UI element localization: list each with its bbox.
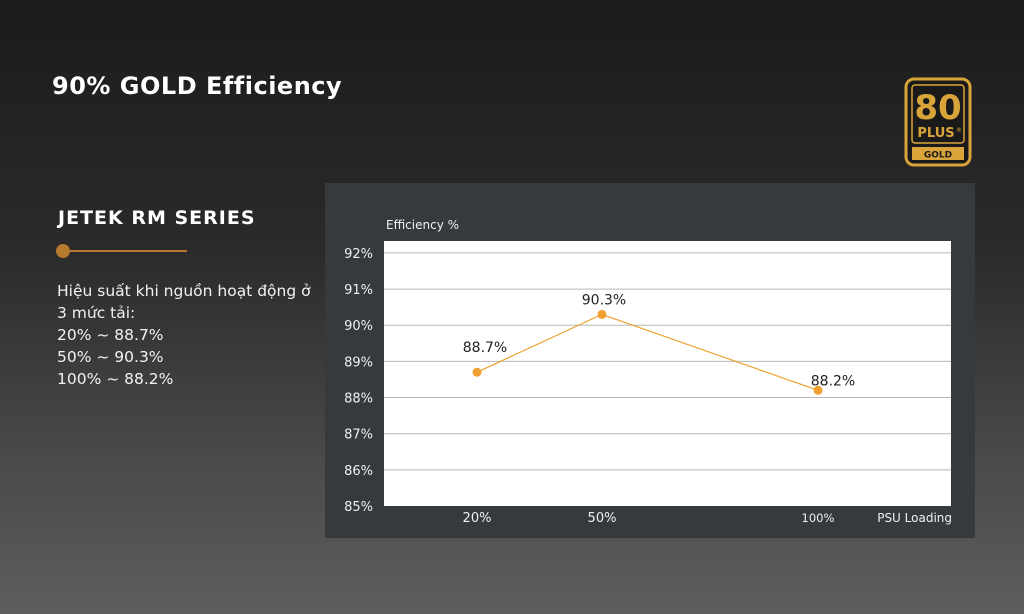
- data-point: [472, 367, 482, 377]
- desc-line: 100% ~ 88.2%: [57, 370, 174, 388]
- y-tick-label: 92%: [344, 247, 373, 262]
- badge-80-text: 80: [914, 88, 961, 128]
- x-axis-title: PSU Loading: [877, 511, 952, 525]
- x-tick-label: 20%: [463, 511, 492, 526]
- x-tick-label: 50%: [588, 511, 617, 526]
- y-tick-label: 89%: [344, 355, 373, 370]
- y-tick-label: 87%: [344, 428, 373, 443]
- desc-line: 20% ~ 88.7%: [57, 326, 164, 344]
- efficiency-description: Hiệu suất khi nguồn hoạt động ở 3 mức tả…: [57, 280, 327, 390]
- y-tick-label: 91%: [344, 283, 373, 298]
- 80-plus-gold-badge: 80 PLUS ® GOLD: [904, 77, 972, 167]
- data-point: [597, 309, 607, 319]
- y-tick-label: 86%: [344, 464, 373, 479]
- data-label: 90.3%: [582, 292, 626, 308]
- data-point: [813, 385, 823, 395]
- efficiency-chart: 85% 86% 87% 88% 89% 90% 91% 92% Efficiency % 20% 5…: [344, 218, 952, 526]
- y-tick-label: 85%: [344, 500, 373, 515]
- desc-line: 50% ~ 90.3%: [57, 348, 164, 366]
- desc-line: 3 mức tải:: [57, 304, 136, 322]
- x-tick-label: 100%: [802, 511, 835, 525]
- badge-gold-text: GOLD: [924, 151, 952, 161]
- data-label: 88.7%: [463, 340, 507, 356]
- badge-trademark: ®: [956, 127, 962, 134]
- plot-area: [384, 241, 951, 506]
- accent-divider: [56, 244, 187, 258]
- badge-plus-text: PLUS: [917, 126, 954, 141]
- y-axis-title: Efficiency %: [386, 218, 459, 232]
- page-title: 90% GOLD Efficiency: [52, 72, 343, 100]
- desc-line: Hiệu suất khi nguồn hoạt động ở: [57, 282, 311, 300]
- series-title: JETEK RM SERIES: [58, 207, 256, 229]
- y-tick-label: 90%: [344, 319, 373, 334]
- efficiency-chart-panel: 85% 86% 87% 88% 89% 90% 91% 92% Efficiency % 20% 5…: [325, 183, 975, 538]
- y-tick-label: 88%: [344, 392, 373, 407]
- data-label: 88.2%: [811, 373, 855, 389]
